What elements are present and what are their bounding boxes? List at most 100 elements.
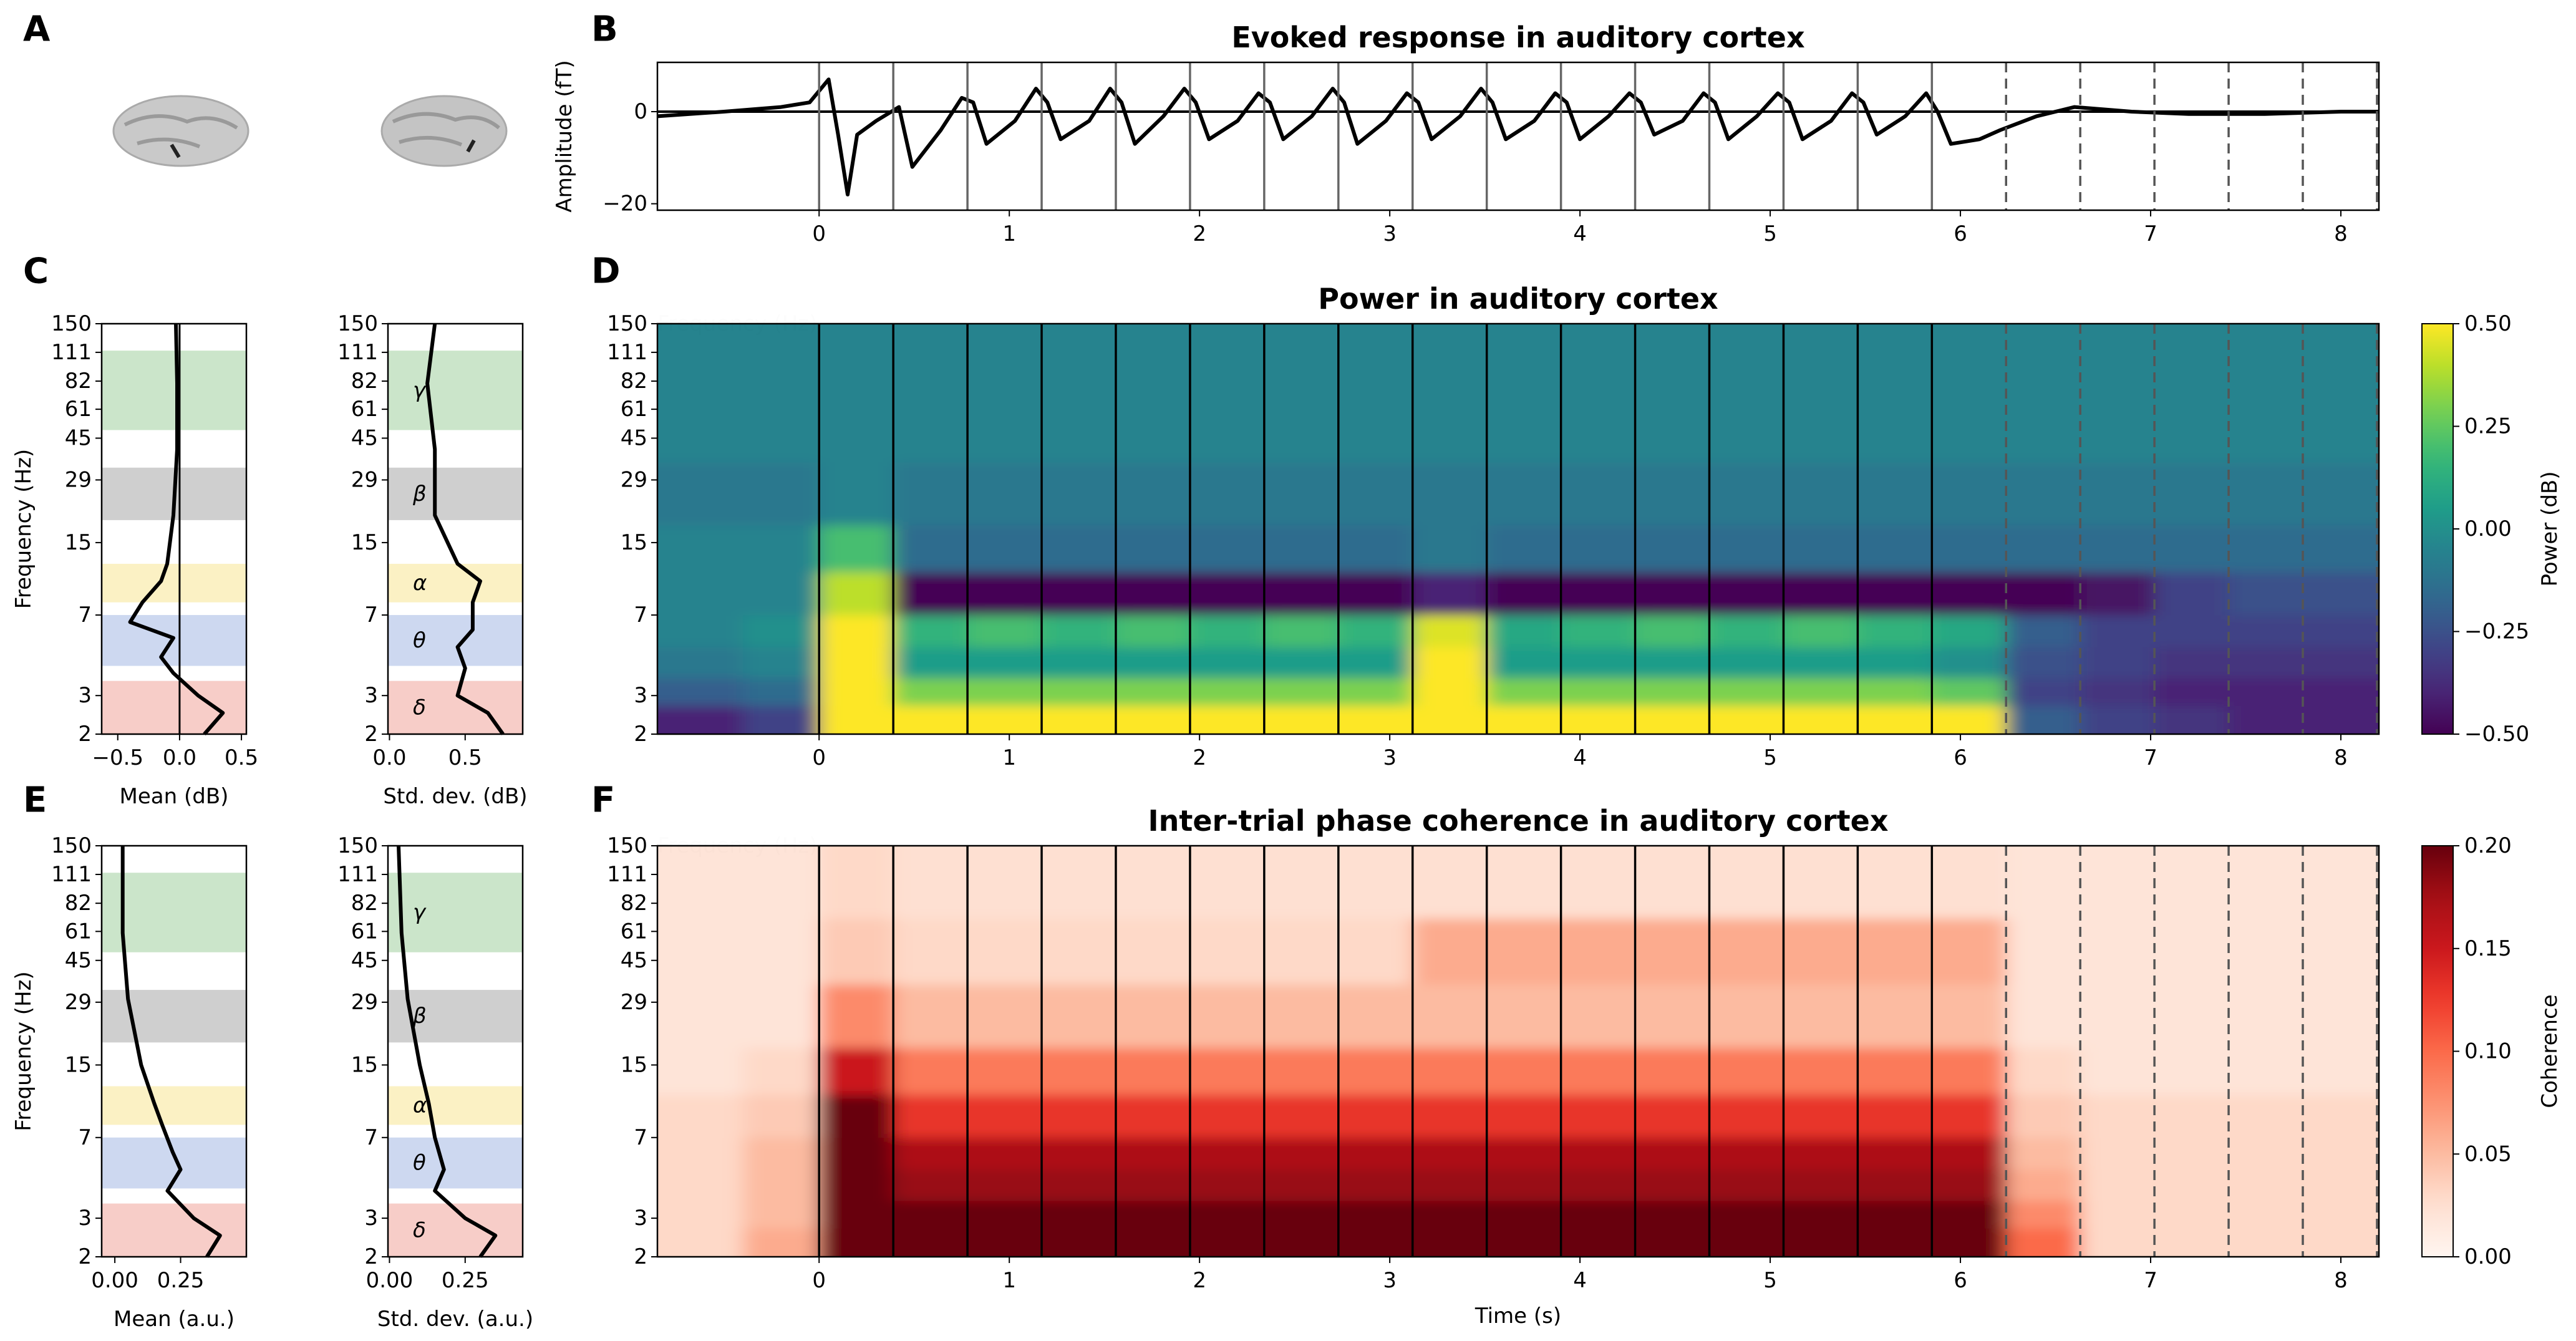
heatmap-cell — [743, 1047, 820, 1095]
y-tick-label: 150 — [51, 833, 92, 858]
colorbar-tick-label: 0.50 — [2464, 311, 2512, 336]
heatmap-cell — [1264, 572, 1339, 616]
heatmap-cell — [743, 705, 820, 734]
heatmap-cell — [2006, 678, 2081, 706]
heatmap-cell — [1486, 615, 1562, 647]
heatmap-cell — [2229, 918, 2303, 985]
heatmap-cell — [1857, 918, 1932, 985]
heatmap-cell — [819, 525, 894, 573]
heatmap-cell — [1709, 705, 1784, 734]
heatmap-cell — [1338, 984, 1413, 1048]
axes-frame — [100, 322, 248, 735]
heatmap-cell — [1486, 678, 1562, 706]
heatmap-cell — [1189, 396, 1265, 463]
heatmap-clip — [657, 846, 2379, 1257]
x-tick-label: 8 — [2334, 1268, 2348, 1293]
heatmap-cell — [1561, 678, 1636, 706]
heatmap-cell — [1338, 705, 1413, 734]
heatmap-cell — [2080, 1094, 2155, 1138]
heatmap-cell — [1783, 705, 1858, 734]
y-tick-label: 15 — [621, 1052, 647, 1077]
y-tick-label: 2 — [364, 722, 378, 747]
heatmap-cell — [1932, 525, 2007, 573]
heatmap-cell — [2006, 918, 2081, 985]
heatmap-cell — [2154, 1137, 2229, 1170]
heatmap-cell — [743, 572, 820, 616]
heatmap-cell — [1338, 572, 1413, 616]
heatmap-cell — [1042, 846, 1116, 919]
heatmap-cell — [1932, 846, 2007, 919]
heatmap-cell — [1561, 525, 1636, 573]
heatmap-cell — [819, 396, 894, 463]
heatmap-cell — [743, 324, 820, 397]
y-tick-label: 15 — [65, 1052, 92, 1077]
x-axis-label: Mean (a.u.) — [114, 1307, 235, 1332]
heatmap-cell — [1412, 678, 1488, 706]
heatmap-cell — [2229, 846, 2303, 919]
x-tick-label: 4 — [1573, 221, 1587, 246]
heatmap-cell — [1561, 1228, 1636, 1257]
y-tick-label: −20 — [603, 191, 647, 216]
heatmap-cell — [2303, 572, 2379, 616]
heatmap-cell — [1338, 1169, 1413, 1201]
y-tick-label: 82 — [65, 891, 92, 916]
heatmap-cell — [2154, 846, 2229, 919]
heatmap-cell — [1783, 984, 1858, 1048]
heatmap-cell — [967, 1169, 1042, 1201]
heatmap-cell — [2154, 678, 2229, 706]
heatmap-cell — [1042, 1228, 1116, 1257]
heatmap-cell — [1932, 1137, 2007, 1170]
x-tick-label: 5 — [1763, 221, 1777, 246]
heatmap-cell — [1709, 1047, 1784, 1095]
heatmap-cell — [2303, 1047, 2379, 1095]
heatmap-cell — [1115, 846, 1191, 919]
heatmap-cell — [1857, 396, 1932, 463]
heatmap-cell — [2154, 1094, 2229, 1138]
x-tick-label: 4 — [1573, 745, 1587, 770]
heatmap-cell — [819, 1201, 894, 1229]
heatmap-cell — [1042, 678, 1116, 706]
heatmap-cell — [1264, 525, 1339, 573]
band — [102, 680, 246, 734]
heatmap-cell — [2080, 462, 2155, 526]
x-tick-label: 0 — [812, 221, 826, 246]
y-tick-label: 45 — [351, 948, 378, 973]
heatmap-cell — [1486, 1094, 1562, 1138]
x-tick-label: 7 — [2144, 745, 2157, 770]
band — [102, 990, 246, 1043]
heatmap-cell — [1412, 1047, 1488, 1095]
heatmap-cell — [1115, 1169, 1191, 1201]
heatmap-cell — [1635, 918, 1710, 985]
heatmap-cell — [1042, 1094, 1116, 1138]
heatmap-cell — [1412, 647, 1488, 679]
heatmap-cell — [2080, 678, 2155, 706]
heatmap-cell — [2080, 1228, 2155, 1257]
heatmap-cell — [967, 705, 1042, 734]
y-tick-label: 3 — [634, 1206, 647, 1231]
heatmap-cell — [1783, 846, 1858, 919]
heatmap-cell — [2006, 525, 2081, 573]
heatmap-cell — [657, 615, 743, 647]
y-tick-label: 45 — [621, 425, 647, 450]
heatmap-cell — [1561, 1169, 1636, 1201]
heatmap-cell — [1857, 705, 1932, 734]
chart-title: Evoked response in auditory cortex — [1231, 21, 1804, 54]
heatmap-cell — [2229, 615, 2303, 647]
colorbar-label: Power (dB) — [2537, 471, 2562, 586]
heatmap-cell — [967, 324, 1042, 397]
heatmap — [657, 846, 2379, 1257]
heatmap-cell — [967, 396, 1042, 463]
heatmap-cell — [2303, 1169, 2379, 1201]
heatmap-cell — [1412, 846, 1488, 919]
heatmap-cell — [1561, 984, 1636, 1048]
heatmap-cell — [657, 1201, 743, 1229]
heatmap-cell — [1561, 846, 1636, 919]
heatmap-cell — [1709, 324, 1784, 397]
heatmap-cell — [1115, 1201, 1191, 1229]
panel-letter: A — [23, 9, 51, 50]
heatmap-cell — [1338, 1228, 1413, 1257]
heatmap-cell — [1857, 984, 1932, 1048]
heatmap-cell — [2154, 462, 2229, 526]
heatmap-cell — [2154, 705, 2229, 734]
heatmap-cell — [1486, 572, 1562, 616]
